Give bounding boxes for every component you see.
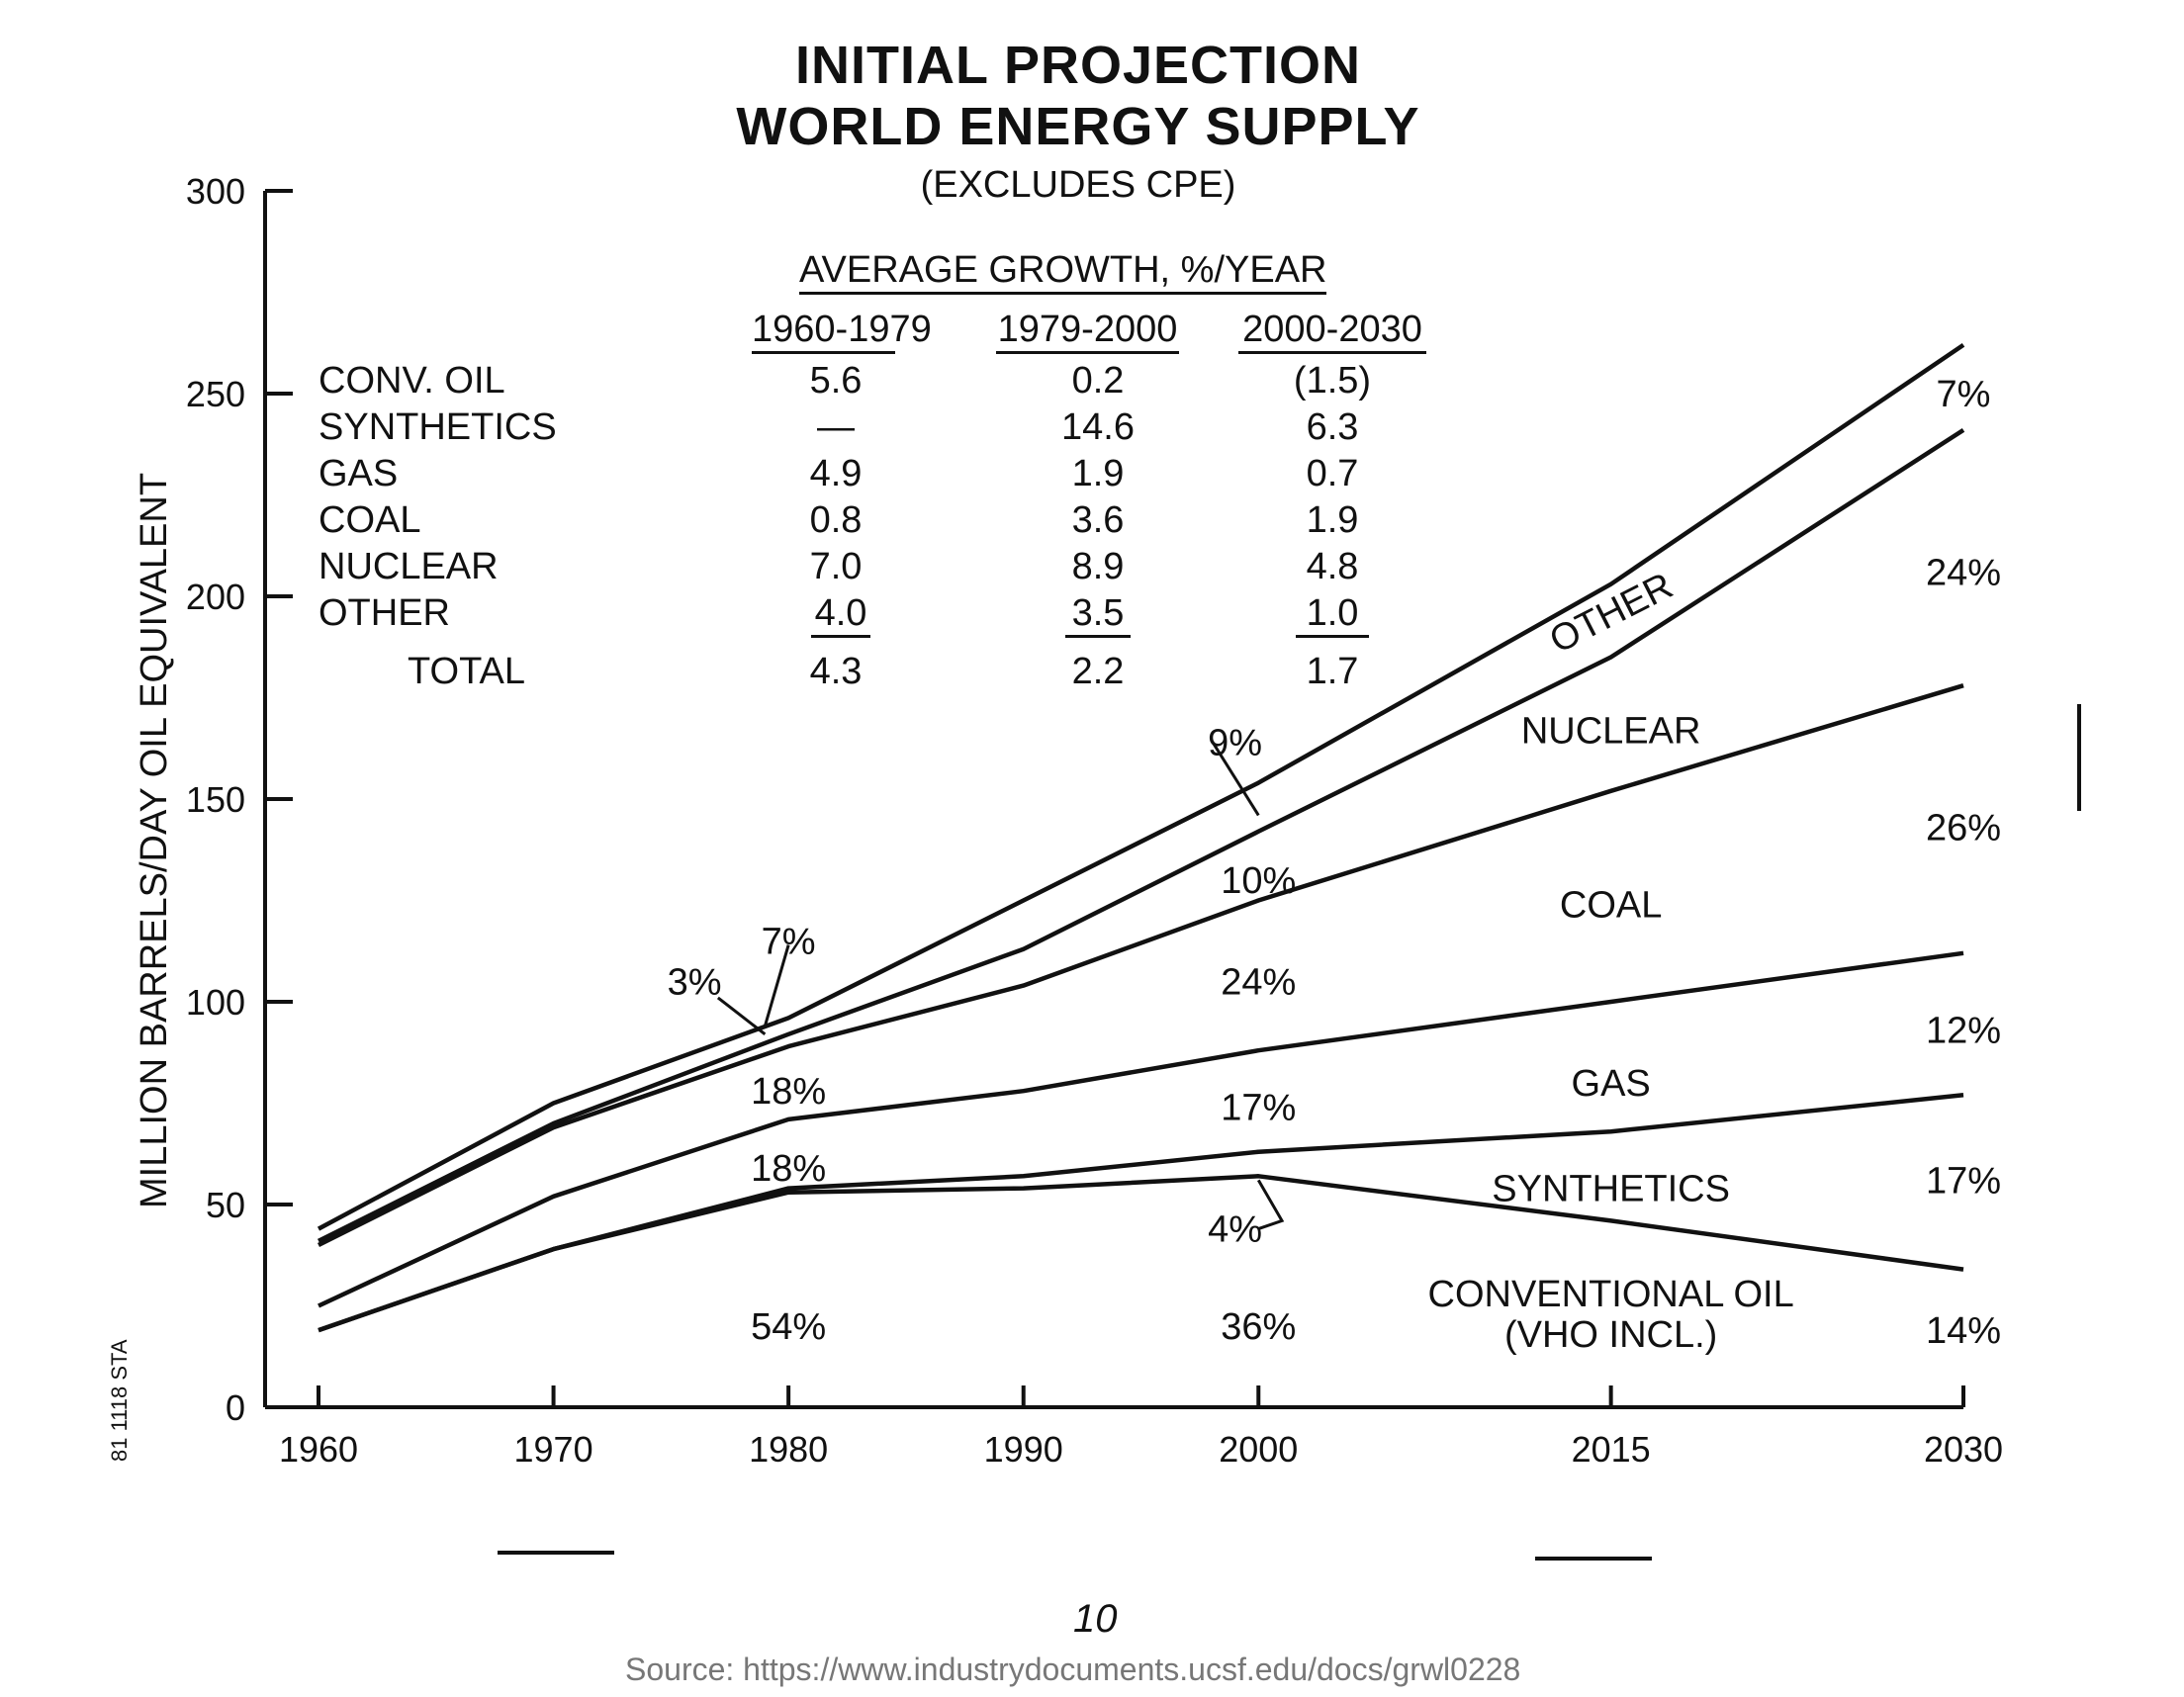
table-cell: 6.3 [1306, 406, 1359, 448]
table-total-cell: 2.2 [1071, 651, 1125, 692]
share-label: 4% [1208, 1209, 1262, 1251]
share-label: 24% [1221, 962, 1296, 1004]
share-label: 18% [751, 1071, 826, 1113]
table-total-cell: 4.3 [809, 651, 863, 692]
share-label: 12% [1926, 1011, 2001, 1052]
table-cell: 7.0 [809, 546, 863, 587]
leader-line [763, 944, 790, 1027]
side-code: 81 1118 STA [107, 1339, 132, 1462]
series-area-label: SYNTHETICS [1492, 1169, 1730, 1210]
table-cell: 8.9 [1071, 546, 1125, 587]
table-cell: (1.5) [1293, 360, 1372, 402]
table-cell: 3.5 [1065, 592, 1131, 638]
table-cell: — [817, 406, 855, 448]
series-area-label: OTHER [1543, 565, 1680, 662]
table-cell: 3.6 [1071, 499, 1125, 541]
share-label: 9% [1208, 723, 1262, 764]
x-tick-label: 1970 [514, 1429, 593, 1470]
series-area-label: COAL [1560, 885, 1662, 927]
x-tick-label: 2030 [1924, 1429, 2003, 1470]
table-row-label: CONV. OIL [318, 360, 505, 402]
y-tick-label: 200 [186, 577, 245, 617]
series-area-label: CONVENTIONAL OIL [1428, 1274, 1794, 1315]
leader-line [1210, 739, 1260, 817]
y-tick-label: 300 [186, 171, 245, 212]
chart-title: INITIAL PROJECTION [794, 36, 1362, 95]
table-row-label: COAL [318, 499, 421, 541]
table-total-label: TOTAL [408, 651, 525, 692]
table-cell: 1.0 [1296, 592, 1369, 638]
table-row-label: SYNTHETICS [318, 406, 557, 448]
table-row-label: OTHER [318, 592, 450, 634]
share-label: 14% [1926, 1310, 2001, 1352]
series-area-label: GAS [1572, 1063, 1651, 1105]
share-label: 54% [751, 1306, 826, 1348]
leader-line [1256, 1179, 1285, 1231]
share-label: 26% [1926, 808, 2001, 849]
scan-mark [2077, 704, 2081, 811]
share-label: 24% [1926, 552, 2001, 593]
chart-subtitle: (EXCLUDES CPE) [920, 164, 1236, 206]
share-label: 17% [1221, 1088, 1296, 1129]
table-row-label: NUCLEAR [318, 546, 499, 587]
series-line-synthetics [318, 1093, 1964, 1333]
period-header: 2000-2030 [1238, 309, 1426, 354]
table-cell: 0.7 [1306, 453, 1359, 494]
scan-mark [1535, 1557, 1652, 1561]
x-tick-label: 1980 [749, 1429, 828, 1470]
series-line-gas [318, 950, 1964, 1308]
x-tick-label: 2000 [1219, 1429, 1298, 1470]
series-line-nuclear [317, 428, 1965, 1243]
table-total-cell: 1.7 [1306, 651, 1359, 692]
table-cell: 4.9 [809, 453, 863, 494]
table-cell: 14.6 [1061, 406, 1135, 448]
x-tick-label: 2015 [1572, 1429, 1651, 1470]
series-area-label: NUCLEAR [1521, 710, 1701, 752]
share-label: 18% [751, 1148, 826, 1190]
page-number: 10 [1073, 1597, 1118, 1641]
table-cell: 5.6 [809, 360, 863, 402]
share-label: 3% [668, 962, 722, 1004]
chart-title-line2: WORLD ENERGY SUPPLY [736, 97, 1420, 156]
table-cell: 1.9 [1306, 499, 1359, 541]
series-area-label: (VHO INCL.) [1504, 1314, 1717, 1356]
y-tick-label: 50 [206, 1185, 245, 1225]
x-tick-label: 1960 [279, 1429, 358, 1470]
series-line-coal [317, 683, 1964, 1248]
share-label: 36% [1221, 1306, 1296, 1348]
leader-line [716, 996, 767, 1035]
y-tick-label: 0 [226, 1387, 245, 1428]
y-tick-label: 250 [186, 374, 245, 414]
series-line-other [317, 342, 1965, 1231]
share-label: 7% [762, 922, 816, 963]
growth-table-heading: AVERAGE GROWTH, %/YEAR [799, 249, 1327, 295]
period-header: 1979-2000 [996, 309, 1179, 354]
table-row-label: GAS [318, 453, 399, 494]
x-tick-label: 1990 [984, 1429, 1063, 1470]
table-cell: 4.0 [811, 592, 870, 638]
share-label: 10% [1221, 860, 1296, 902]
scan-mark [498, 1551, 614, 1555]
share-label: 7% [1937, 374, 1991, 415]
table-cell: 4.8 [1306, 546, 1359, 587]
y-tick-label: 150 [186, 779, 245, 820]
share-label: 17% [1926, 1160, 2001, 1202]
table-cell: 0.2 [1071, 360, 1125, 402]
table-cell: 0.8 [809, 499, 863, 541]
table-cell: 1.9 [1071, 453, 1125, 494]
source-note: Source: https://www.industrydocuments.uc… [625, 1652, 1521, 1687]
y-tick-label: 100 [186, 982, 245, 1023]
